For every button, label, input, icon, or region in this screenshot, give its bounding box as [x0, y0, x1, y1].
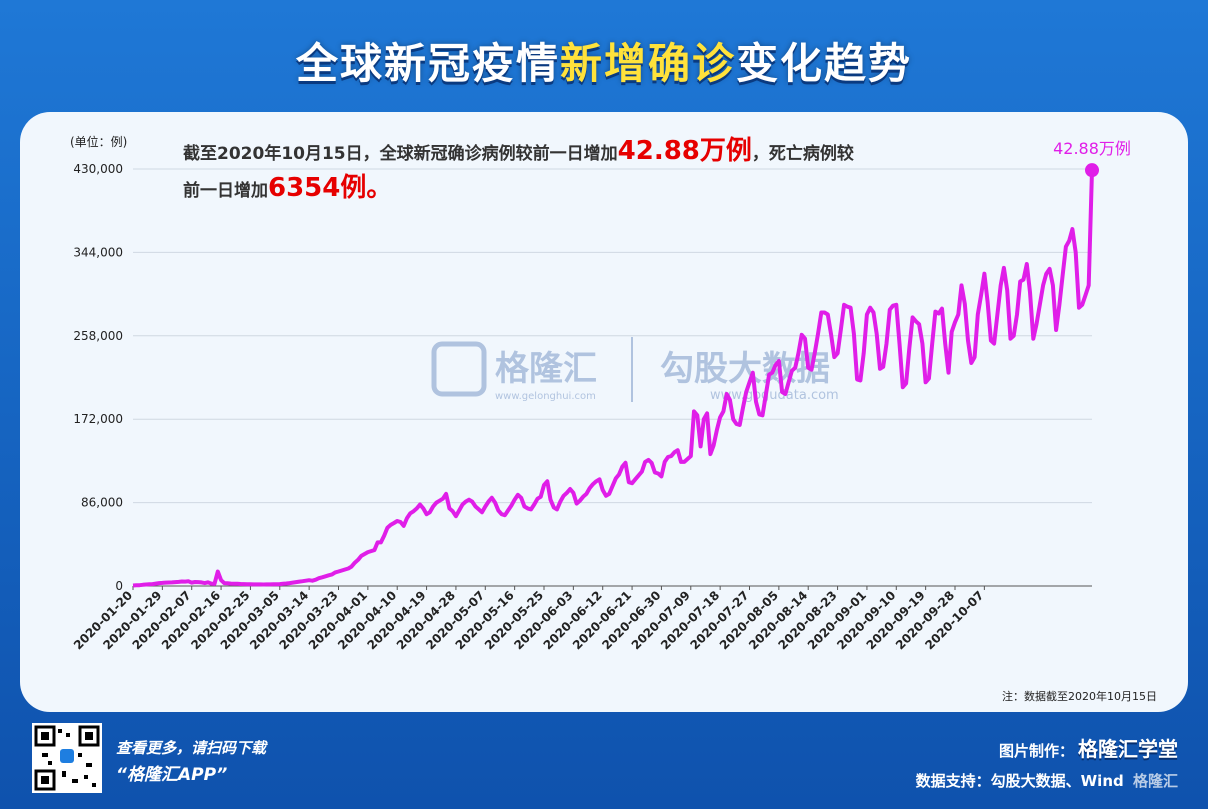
last-point-label: 42.88万例: [1053, 139, 1131, 158]
watermark-logo-icon: [431, 341, 487, 397]
watermark-brand1: 格隆汇: [495, 349, 597, 389]
y-tick-label: 258,000: [73, 329, 123, 343]
scan-prompt: 查看更多，请扫码下载: [116, 739, 267, 757]
line-chart: 0 86,000 172,000 258,000 344,000 430,000 2020…: [70, 134, 1157, 703]
y-tick-label: 86,000: [81, 496, 123, 510]
page-title: 全球新冠疫情新增确诊变化趋势: [0, 30, 1208, 91]
made-by-label: 图片制作：: [998, 742, 1074, 760]
data-support: 数据支持：勾股大数据、Wind 格隆汇: [916, 770, 1178, 791]
y-tick-label: 0: [115, 579, 123, 593]
last-point-marker: [1085, 163, 1099, 178]
annotation-line1: 截至2020年10月15日，全球新冠确诊病例较前一日增加42.88万例，死亡病例…: [183, 136, 854, 166]
data-support-text: 数据支持：勾股大数据、Wind: [915, 772, 1124, 790]
series-line: [132, 170, 1094, 588]
qr-code-icon: [34, 725, 100, 791]
y-axis-unit-label: (单位：例): [70, 134, 127, 149]
gridlines: [133, 168, 1092, 587]
app-name: “格隆汇APP”: [116, 765, 228, 785]
y-axis: 0 86,000 172,000 258,000 344,000 430,000: [73, 162, 123, 593]
title-highlight: 新增确诊: [559, 39, 736, 88]
y-tick-label: 344,000: [73, 245, 123, 259]
x-axis: 2020-01-202020-01-292020-02-072020-02-16…: [71, 586, 986, 652]
watermark-brand2-url: www.gogudata.com: [710, 388, 839, 403]
title-part3: 变化趋势: [736, 39, 913, 88]
new-cases-highlight: 42.88万例: [618, 136, 752, 166]
chart-card: 0 86,000 172,000 258,000 344,000 430,000 2020…: [20, 112, 1188, 712]
annotation-line2: 前一日增加6354例。: [183, 173, 392, 203]
title-part1: 全球新冠疫情: [295, 39, 560, 88]
qr-code[interactable]: [32, 723, 102, 793]
new-deaths-highlight: 6354例。: [268, 173, 392, 203]
watermark-brand1-url: www.gelonghui.com: [495, 391, 596, 402]
watermark: 格隆汇 www.gelonghui.com 勾股大数据 www.gogudata…: [431, 337, 839, 403]
corner-logo: 格隆汇: [1132, 772, 1178, 790]
made-by-brand: 格隆汇学堂: [1078, 737, 1178, 761]
data-note: 注：数据截至2020年10月15日: [1002, 689, 1157, 703]
y-tick-label: 172,000: [73, 412, 123, 426]
y-tick-label: 430,000: [73, 162, 123, 176]
made-by: 图片制作： 格隆汇学堂: [999, 733, 1178, 762]
watermark-brand2: 勾股大数据: [660, 349, 830, 389]
